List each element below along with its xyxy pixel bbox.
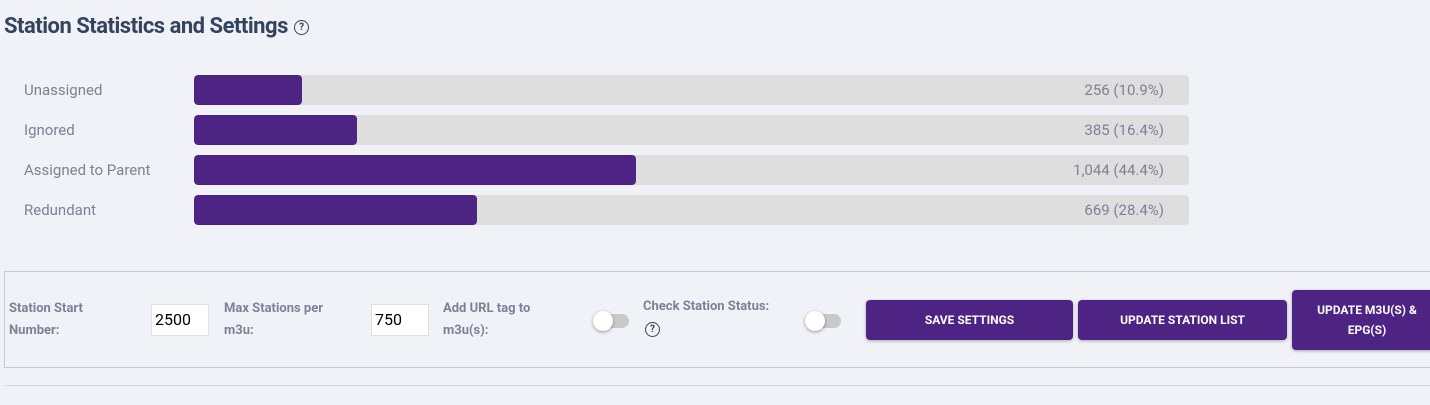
stat-label: Ignored (24, 121, 75, 139)
progress-fill (194, 195, 477, 225)
progress-fill (194, 115, 358, 145)
button[interactable]: UPDATE M3U(S) & EPG(S) (1292, 290, 1430, 350)
stat-label: Unassigned (24, 81, 103, 99)
field-label: Max Stations per m3u: (224, 301, 324, 338)
progress-track: 669 (28.4%) (194, 195, 1189, 225)
button[interactable]: SAVE SETTINGS (866, 300, 1073, 340)
divider (4, 385, 1430, 386)
stat-value: 1,044 (44.4%) (1073, 161, 1164, 179)
toggle[interactable] (593, 311, 629, 331)
settings-panel (4, 271, 1430, 368)
help-icon[interactable]: ? (293, 19, 309, 35)
stat-value: 385 (16.4%) (1084, 121, 1164, 139)
progress-track: 1,044 (44.4%) (194, 155, 1189, 185)
title-text: Station Statistics and Settings (4, 14, 288, 39)
page-title: Station Statistics and Settings? (4, 14, 309, 39)
text-input[interactable]: 2500 (151, 304, 209, 336)
toggle-label: Check Station Status: (643, 299, 770, 314)
progress-track: 385 (16.4%) (194, 115, 1189, 145)
help-icon[interactable]: ? (645, 322, 660, 337)
progress-fill (194, 155, 636, 185)
stat-label: Redundant (24, 201, 97, 219)
field-label: Station Start Number: (9, 301, 83, 338)
stat-value: 669 (28.4%) (1084, 201, 1164, 219)
text-input[interactable]: 750 (371, 304, 429, 336)
stat-label: Assigned to Parent (24, 161, 151, 179)
stat-value: 256 (10.9%) (1084, 81, 1164, 99)
button[interactable]: UPDATE STATION LIST (1078, 300, 1287, 340)
progress-fill (194, 75, 303, 105)
progress-track: 256 (10.9%) (194, 75, 1189, 105)
toggle-label: Add URL tag to m3u(s): (443, 301, 531, 338)
toggle[interactable] (805, 311, 841, 331)
